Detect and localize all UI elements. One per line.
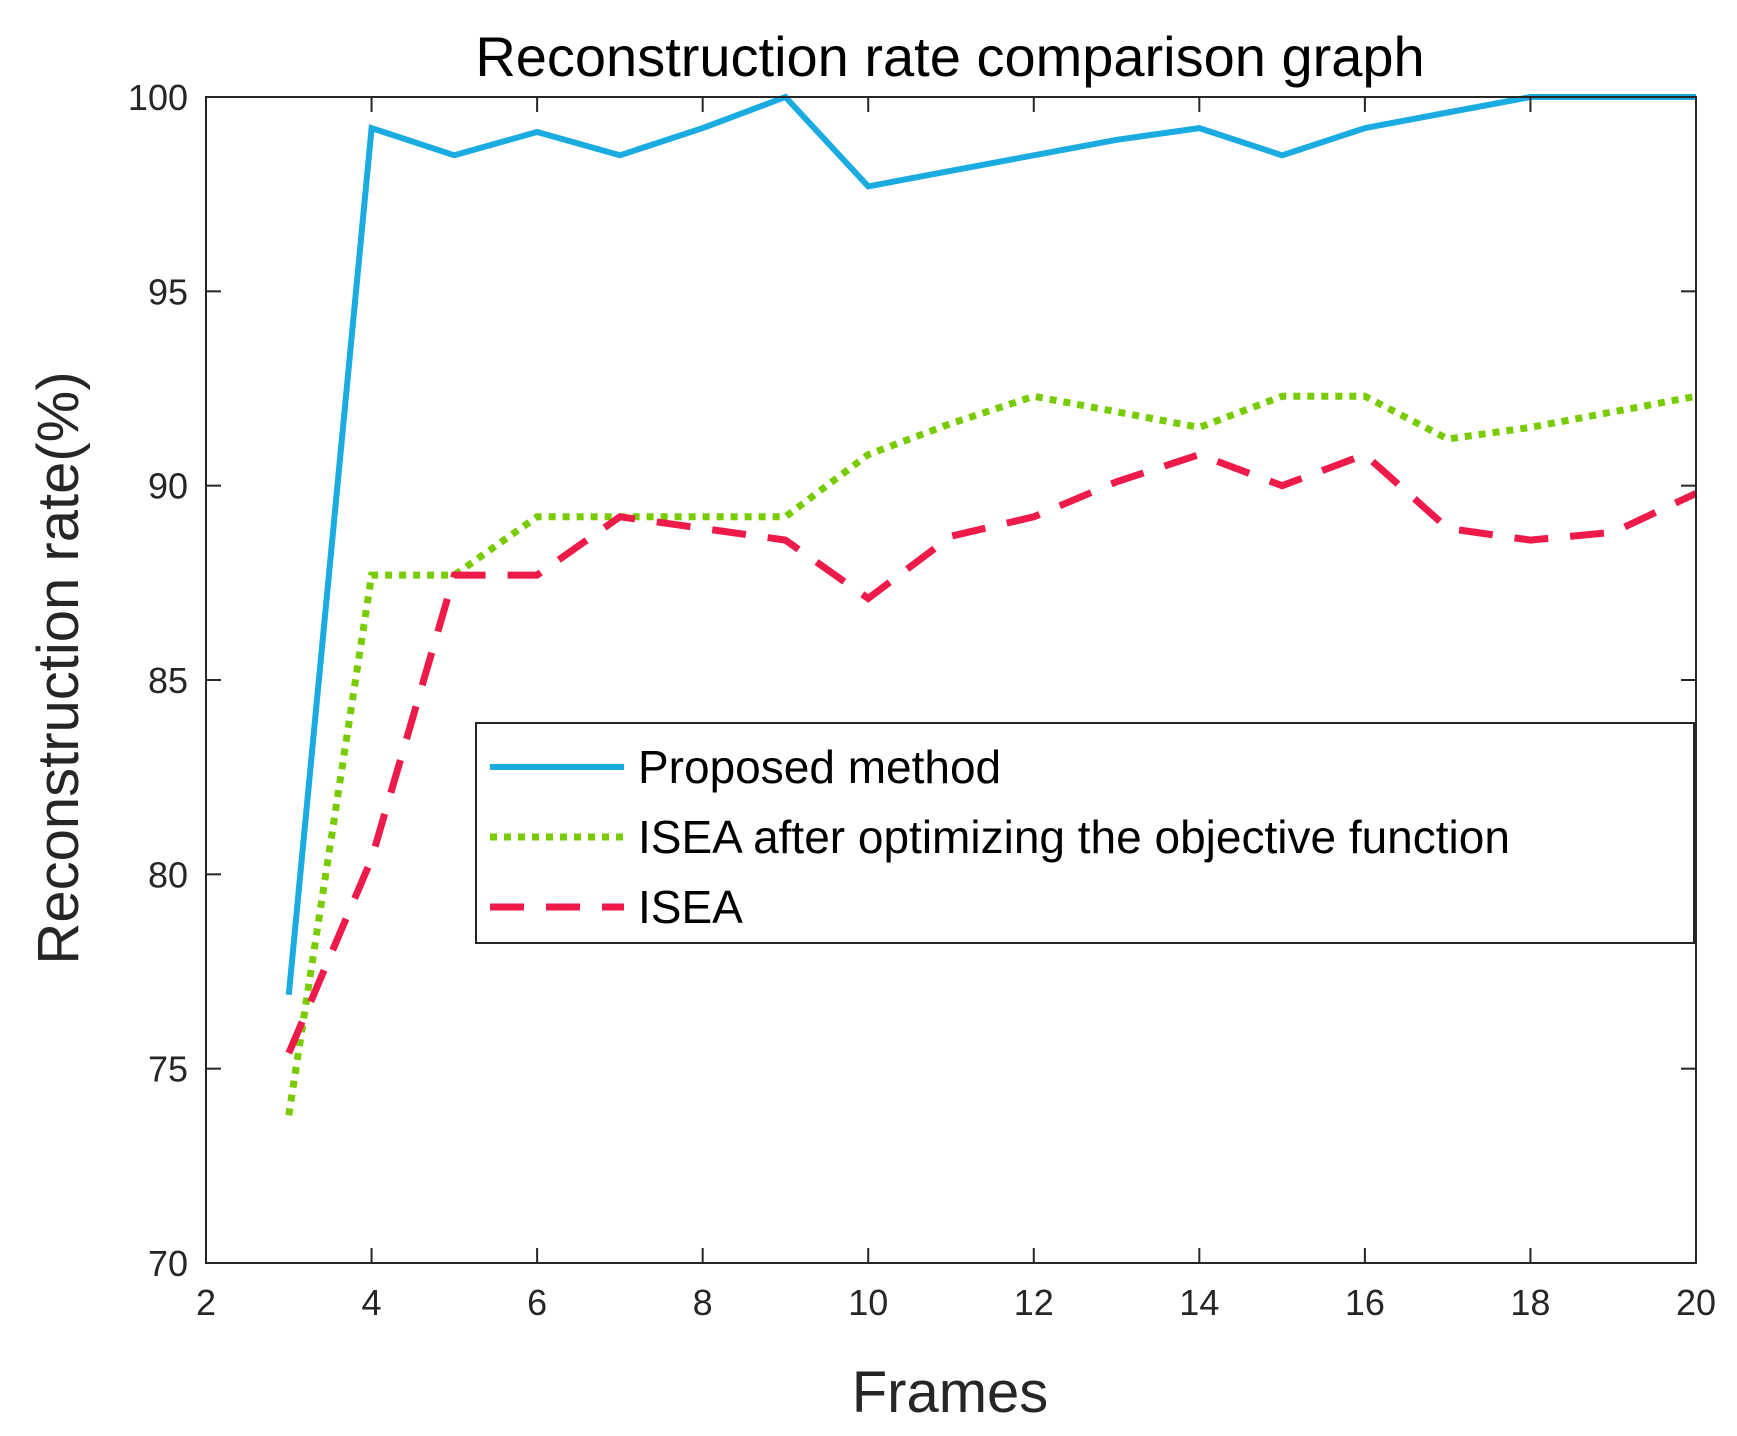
y-tick-label: 90 xyxy=(148,466,188,507)
x-tick-label: 16 xyxy=(1345,1282,1385,1323)
x-tick-label: 14 xyxy=(1179,1282,1219,1323)
plot-area: 2 4 6 8 10 12 14 16 18 20 70 75 80 85 90 95 100 xyxy=(128,77,1716,1323)
y-tick-label: 100 xyxy=(128,77,188,118)
legend-label-3: ISEA xyxy=(638,881,743,933)
x-axis-label: Frames xyxy=(852,1360,1049,1425)
y-tick-label: 95 xyxy=(148,271,188,312)
x-tick-label: 4 xyxy=(362,1282,382,1323)
chart-title: Reconstruction rate comparison graph xyxy=(475,25,1424,88)
x-tick-label: 18 xyxy=(1510,1282,1550,1323)
series-line-3 xyxy=(285,450,1698,1055)
x-tick-label: 2 xyxy=(196,1282,216,1323)
legend-box xyxy=(475,722,1695,944)
y-axis-label: Reconstruction rate(%) xyxy=(26,371,91,964)
x-tick-label: 8 xyxy=(693,1282,713,1323)
y-tick-label: 80 xyxy=(148,854,188,895)
legend-label-1: Proposed method xyxy=(638,741,1001,793)
x-tick-label: 10 xyxy=(848,1282,888,1323)
legend-label-2: ISEA after optimizing the objective func… xyxy=(638,811,1510,863)
y-tick-label: 85 xyxy=(148,660,188,701)
axes-frame xyxy=(205,96,1697,1264)
x-tick-label: 12 xyxy=(1014,1282,1054,1323)
y-tick-label: 70 xyxy=(148,1243,188,1284)
x-tick-label: 6 xyxy=(527,1282,547,1323)
legend: Proposed method ISEA after optimizing the… xyxy=(475,722,1695,944)
y-tick-label: 75 xyxy=(148,1049,188,1090)
series-line-1 xyxy=(285,93,1696,996)
x-tick-label: 20 xyxy=(1676,1282,1716,1323)
